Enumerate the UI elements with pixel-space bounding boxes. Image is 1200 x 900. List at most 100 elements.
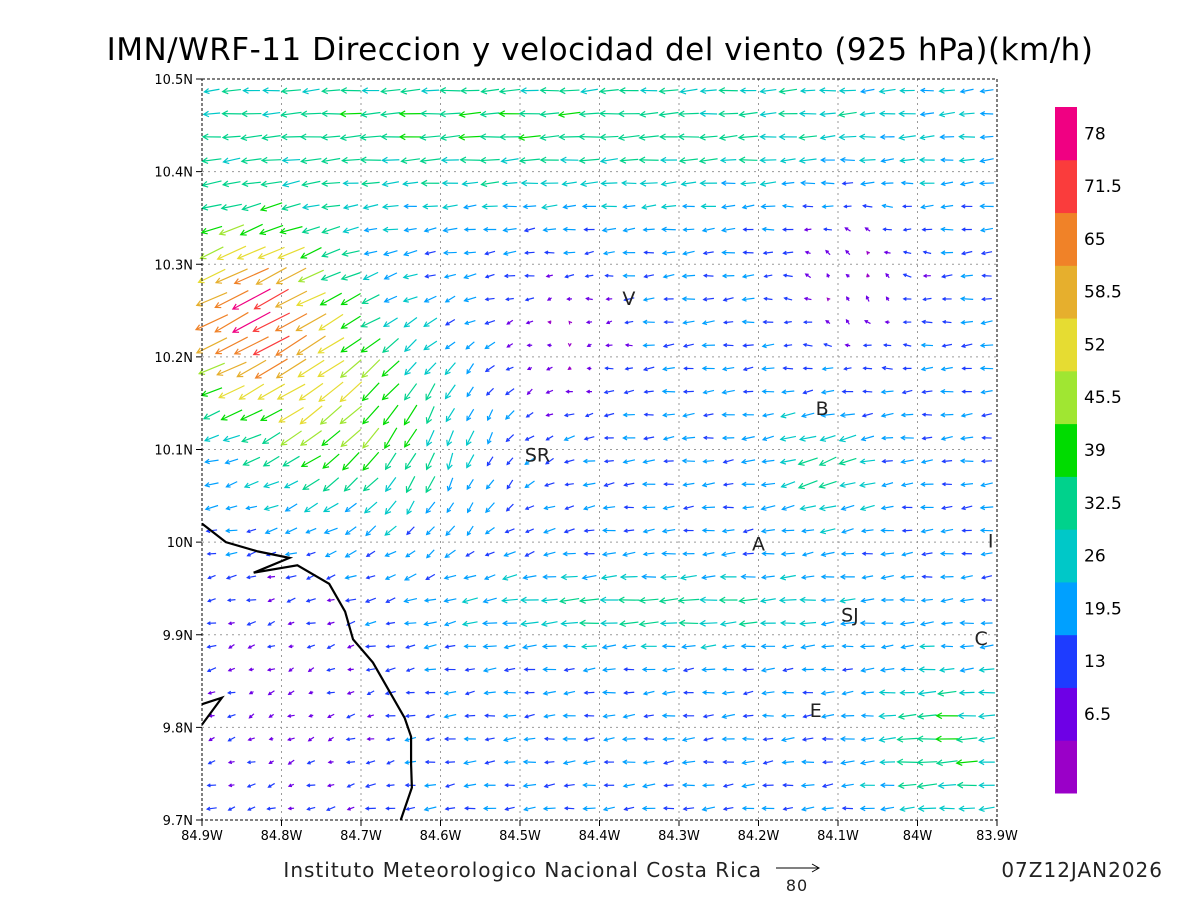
wind-vector <box>679 87 698 95</box>
wind-vector-shaft <box>366 645 376 648</box>
wind-vector <box>781 389 795 395</box>
wind-vector-head <box>782 250 787 256</box>
wind-vector-head <box>380 133 388 141</box>
wind-vector <box>505 503 514 512</box>
wind-vector <box>443 736 456 742</box>
wind-vector <box>623 806 635 812</box>
wind-vector-head <box>231 303 239 310</box>
wind-vector-shaft <box>385 550 397 557</box>
wind-vector-shaft <box>881 552 895 555</box>
wind-vector <box>660 203 677 210</box>
wind-vector-shaft <box>296 292 326 306</box>
wind-vector <box>978 180 994 187</box>
wind-vector <box>579 180 599 188</box>
wind-vector-shaft <box>821 551 835 556</box>
wind-vector-head <box>423 644 429 650</box>
wind-vector-head <box>820 644 827 650</box>
wind-vector <box>246 528 257 534</box>
wind-vector-head <box>504 783 509 788</box>
wind-vector <box>543 783 556 789</box>
wind-vector <box>683 690 694 695</box>
wind-vector <box>917 805 937 812</box>
wind-vector-shaft <box>345 502 357 513</box>
reference-vector-arrowhead <box>811 863 821 873</box>
wind-vector-head <box>423 783 429 788</box>
wind-vector <box>801 551 814 557</box>
wind-vector-shaft <box>426 452 436 470</box>
wind-vector <box>619 573 638 581</box>
wind-vector-shaft <box>921 366 934 371</box>
wind-vector-head <box>363 250 370 256</box>
wind-vector <box>242 87 260 94</box>
wind-vector <box>699 596 718 604</box>
wind-vector <box>424 690 436 695</box>
wind-vector-shaft <box>763 737 774 741</box>
wind-vector-shaft <box>242 202 262 210</box>
wind-vector-shaft <box>763 413 774 417</box>
wind-vector-head <box>860 713 866 719</box>
wind-vector <box>201 157 222 165</box>
wind-vector-head <box>779 574 787 581</box>
wind-vector <box>344 502 357 513</box>
wind-vector-shaft <box>445 807 456 810</box>
wind-vector <box>562 551 576 557</box>
wind-vector-shaft <box>263 455 280 467</box>
wind-vector <box>820 157 835 163</box>
wind-vector <box>382 337 399 353</box>
wind-vector <box>405 690 415 695</box>
wind-vector-head <box>681 737 688 742</box>
wind-vector-shaft <box>205 482 219 487</box>
wind-vector-head <box>718 87 726 94</box>
wind-vector <box>661 550 676 557</box>
wind-vector <box>682 667 694 673</box>
wind-vector-head <box>524 714 529 719</box>
wind-vector <box>419 133 441 141</box>
wind-vector-shaft <box>862 575 874 579</box>
wind-vector <box>464 667 475 672</box>
wind-vector-head <box>326 690 331 695</box>
wind-vector-shaft <box>484 691 496 694</box>
wind-vector <box>326 598 335 603</box>
wind-vector <box>585 320 593 325</box>
wind-vector-shaft <box>543 690 556 695</box>
wind-vector-head <box>739 87 746 94</box>
wind-vector-shaft <box>506 457 514 465</box>
wind-vector <box>216 245 247 261</box>
wind-vector-shaft <box>565 483 574 486</box>
wind-vector <box>980 320 993 326</box>
wind-vector-shaft <box>404 227 417 232</box>
wind-vector <box>841 181 854 186</box>
wind-vector-shaft <box>275 334 307 356</box>
wind-vector <box>204 458 219 465</box>
wind-vector-head <box>203 436 211 442</box>
wind-vector-shaft <box>722 713 735 718</box>
wind-vector-shaft <box>504 667 516 672</box>
wind-vector-head <box>718 134 726 141</box>
wind-vector-head <box>524 297 529 302</box>
wind-vector-shaft <box>306 527 317 534</box>
wind-vector-shaft <box>465 690 475 695</box>
wind-vector-shaft <box>201 387 223 396</box>
wind-vector-shaft <box>700 112 718 115</box>
wind-vector-head <box>779 458 787 465</box>
wind-vector-head <box>582 505 589 511</box>
wind-vector-shaft <box>506 479 514 489</box>
wind-vector-shaft <box>762 228 775 231</box>
wind-vector-head <box>605 320 611 325</box>
wind-vector-head <box>642 297 648 302</box>
wind-vector <box>802 366 813 371</box>
wind-vector-head <box>563 413 569 418</box>
wind-vector-head <box>563 436 569 442</box>
wind-vector-shaft <box>941 181 954 185</box>
wind-vector <box>500 157 519 164</box>
wind-vector-head <box>563 459 569 464</box>
wind-vector <box>643 274 655 279</box>
wind-vector-head <box>759 156 766 164</box>
wind-vector-head <box>384 530 391 536</box>
wind-vector-head <box>444 344 450 350</box>
wind-vector-shaft <box>723 668 735 671</box>
wind-vector-shaft <box>579 112 600 115</box>
wind-vector-shaft <box>581 181 599 186</box>
wind-vector <box>701 342 715 348</box>
wind-vector <box>738 597 758 604</box>
